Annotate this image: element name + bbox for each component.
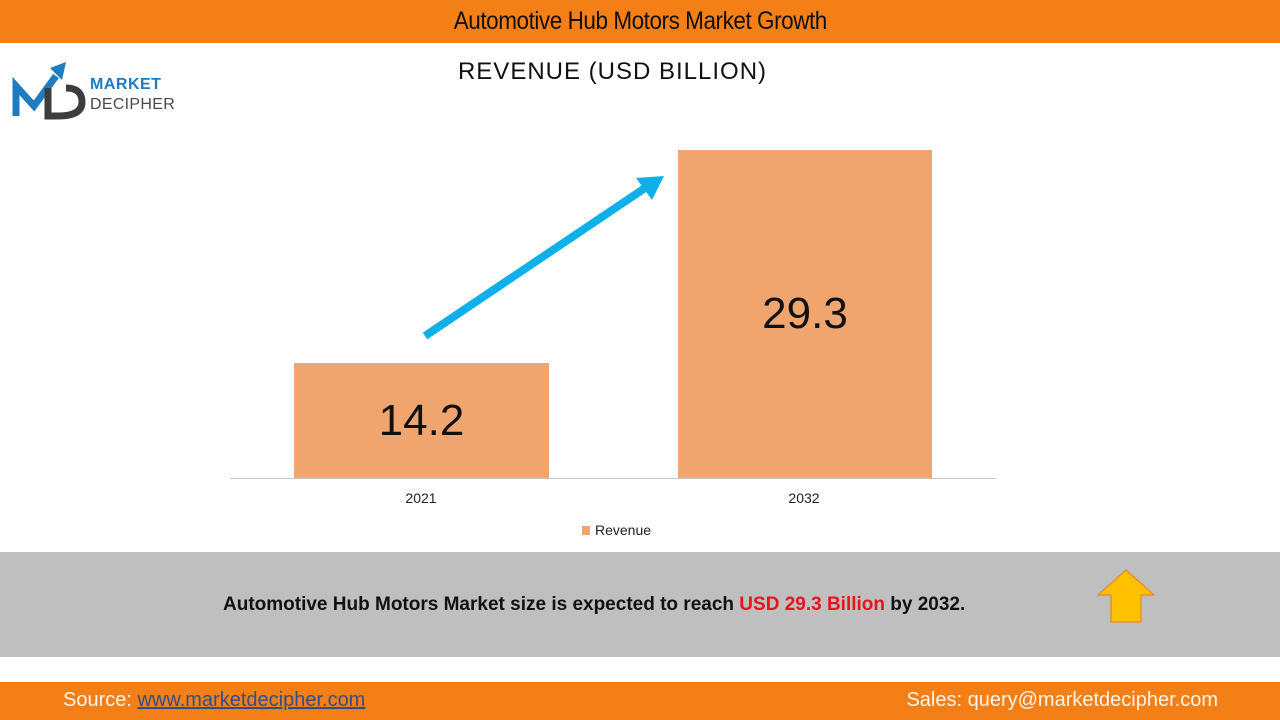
bar-value-label: 14.2: [378, 395, 465, 445]
bar-2032: 29.3: [678, 150, 932, 478]
x-tick-label: 2021: [405, 490, 437, 506]
logo-text-market: MARKET: [90, 76, 162, 93]
summary-text: Automotive Hub Motors Market size is exp…: [223, 594, 965, 616]
bar-value-label: 29.3: [762, 289, 848, 338]
bar-2021: 14.2: [294, 363, 549, 478]
md-logo-icon: [12, 62, 86, 120]
header-bar: Automotive Hub Motors Market Growth: [0, 0, 1280, 43]
logo: MARKET DECIPHER: [12, 58, 182, 120]
sales-contact: Sales: query@marketdecipher.com: [906, 689, 1218, 711]
summary-prefix: Automotive Hub Motors Market size is exp…: [223, 594, 740, 615]
summary-suffix: by 2032.: [885, 594, 966, 615]
page-title: Automotive Hub Motors Market Growth: [453, 7, 827, 35]
x-axis-line: [230, 478, 996, 479]
legend-swatch: [582, 525, 590, 535]
summary-highlight: USD 29.3 Billion: [739, 594, 885, 615]
up-arrow-icon: [1097, 569, 1155, 623]
chart-legend: Revenue: [582, 522, 651, 538]
footer-bar: Source: www.marketdecipher.com Sales: qu…: [0, 682, 1280, 720]
summary-band: [0, 552, 1280, 657]
logo-text-decipher: DECIPHER: [90, 96, 176, 113]
x-tick-label: 2032: [788, 490, 820, 506]
source-link[interactable]: www.marketdecipher.com: [137, 689, 366, 711]
chart-title: REVENUE (USD BILLION): [457, 58, 768, 85]
source-label: Source:: [63, 689, 138, 711]
source-text: Source: www.marketdecipher.com: [63, 689, 365, 712]
legend-label: Revenue: [595, 522, 652, 538]
